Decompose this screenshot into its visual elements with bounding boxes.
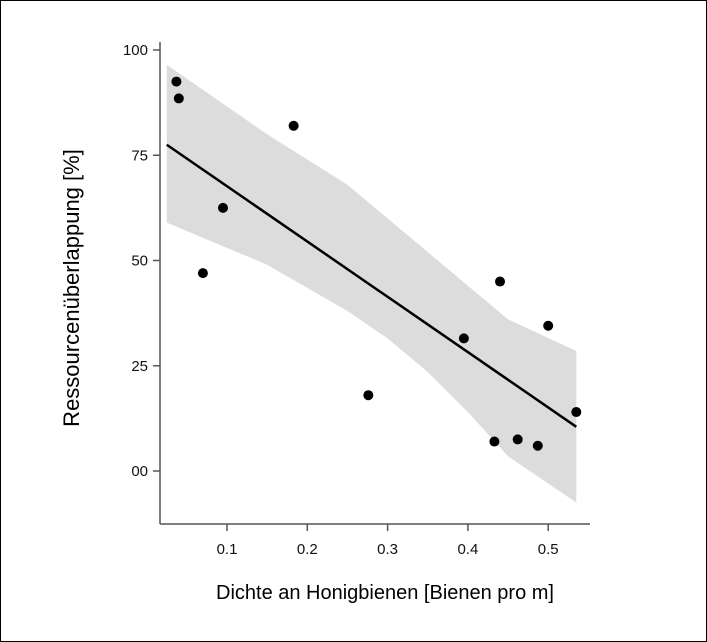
y-tick-label: 50 — [131, 253, 148, 270]
data-point — [458, 333, 469, 344]
data-point — [171, 76, 182, 87]
y-tick-label: 75 — [131, 147, 148, 164]
points-layer — [171, 76, 582, 451]
y-tick-label: 100 — [123, 42, 148, 59]
fit-line-layer — [166, 143, 578, 428]
y-tick-label: 00 — [131, 463, 148, 480]
x-tick-label: 0.2 — [297, 541, 318, 558]
data-point — [532, 440, 543, 451]
x-tick-label: 0.1 — [217, 541, 238, 558]
data-point — [363, 390, 374, 401]
x-axis-title: Dichte an Honigbienen [Bienen pro m] — [216, 582, 554, 604]
data-point — [543, 320, 554, 331]
confidence-band-layer — [166, 64, 577, 503]
y-axis-title: Ressourcenüberlappung [%] — [59, 149, 84, 427]
data-point — [495, 276, 506, 287]
x-tick-label: 0.4 — [457, 541, 478, 558]
data-point — [288, 120, 299, 131]
data-point — [512, 434, 523, 445]
confidence-band — [166, 64, 577, 503]
x-tick-label: 0.5 — [538, 541, 559, 558]
x-tick-label: 0.3 — [377, 541, 398, 558]
data-point — [173, 93, 184, 104]
data-point — [489, 436, 500, 447]
regression-line — [166, 143, 578, 428]
y-tick-label: 25 — [131, 358, 148, 375]
data-point — [571, 407, 582, 418]
data-point — [217, 202, 228, 213]
data-point — [197, 268, 208, 279]
axes-layer — [153, 42, 590, 531]
tick-labels-layer: 100 75 50 25 00 0.1 0.2 0.3 0.4 0.5 — [123, 42, 559, 558]
